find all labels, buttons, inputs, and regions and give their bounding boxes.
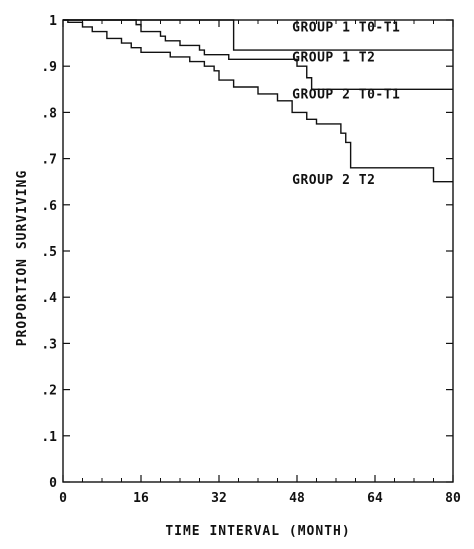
x-tick-label: 80 [445,491,461,506]
x-tick-label: 16 [133,491,149,506]
y-tick-label: 1 [49,14,57,29]
annotation-layer: GROUP 1 T0-T1 GROUP 1 T2 GROUP 2 T0-T1 GROU… [292,21,400,188]
survival-curve-3 [63,19,453,183]
x-axis-label: TIME INTERVAL (MONTH) [165,524,350,539]
y-tick-label: .7 [41,153,57,168]
x-tick-label: 64 [367,491,383,506]
x-tick-label: 32 [211,491,227,506]
series-layer [63,19,453,183]
series-annotation: GROUP 2 T0-T1 [292,88,400,103]
y-tick-label: .1 [41,430,57,445]
y-tick-label: 0 [49,476,57,491]
y-tick-label: .6 [41,199,57,214]
y-tick-label: .2 [41,384,57,399]
y-axis-label: PROPORTION SURVIVING [15,170,30,347]
series-annotation: GROUP 1 T2 [292,51,375,66]
survival-curve-1 [63,19,453,51]
x-tick-label: 0 [59,491,67,506]
ticks-layer: 0 16 32 48 64 80 0 .1 .2 .3 .4 .5 .6 .7 .8 .9 1 [41,14,461,506]
y-tick-label: .9 [41,60,57,75]
y-tick-label: .3 [41,337,57,352]
x-tick-label: 48 [289,491,305,506]
series-annotation: GROUP 2 T2 [292,173,375,188]
survival-curve-2 [63,19,453,90]
y-tick-label: .8 [41,106,57,121]
y-tick-label: .5 [41,245,57,260]
y-tick-label: .4 [41,291,57,306]
series-annotation: GROUP 1 T0-T1 [292,21,400,36]
